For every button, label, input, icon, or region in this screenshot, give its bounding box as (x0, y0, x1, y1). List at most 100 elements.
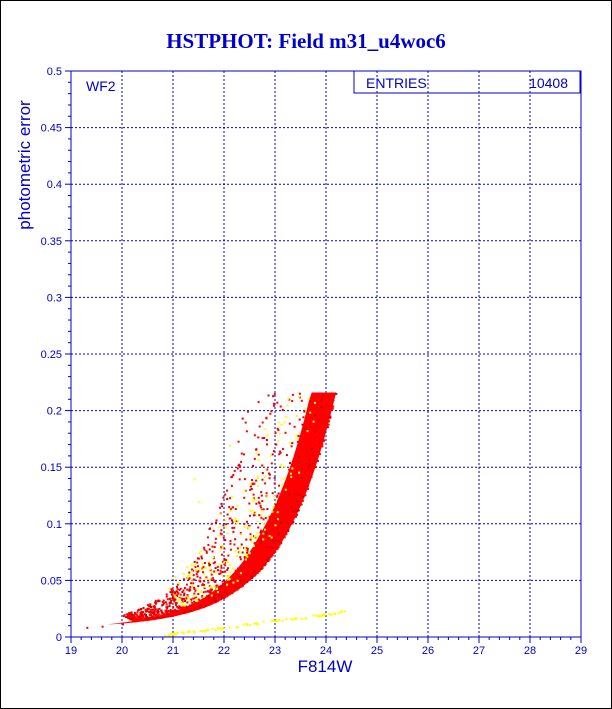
data-point (227, 567, 229, 570)
data-point (194, 601, 197, 604)
data-point (172, 632, 175, 635)
data-point (142, 619, 145, 622)
data-point (141, 613, 143, 616)
data-point (213, 601, 216, 604)
data-point (323, 417, 326, 420)
data-point (216, 592, 219, 595)
data-point (156, 612, 159, 615)
data-point (219, 595, 222, 598)
data-point (226, 513, 229, 516)
data-point (315, 454, 318, 457)
data-point (240, 460, 243, 463)
data-points (86, 392, 347, 638)
data-point (213, 593, 216, 596)
data-point (226, 583, 228, 586)
data-point (241, 551, 244, 554)
data-point (244, 421, 247, 424)
data-point (226, 569, 229, 571)
data-point (224, 539, 227, 542)
data-point (288, 513, 291, 516)
data-point (157, 610, 160, 613)
data-point (260, 513, 263, 516)
data-point (268, 553, 271, 556)
data-point (234, 569, 237, 572)
data-point (298, 395, 301, 398)
data-point (139, 619, 142, 622)
data-point (277, 530, 280, 533)
data-point (170, 610, 173, 613)
data-point (203, 584, 206, 586)
data-point (325, 424, 328, 427)
data-point (270, 536, 273, 539)
data-point (212, 596, 215, 599)
data-point (289, 462, 291, 465)
data-point (131, 613, 134, 616)
data-point (250, 553, 253, 556)
data-point (260, 516, 263, 519)
data-point (298, 502, 301, 504)
data-point (205, 566, 207, 569)
data-point (249, 536, 252, 538)
y-tick-label: 0.5 (47, 66, 62, 78)
data-point (139, 612, 142, 614)
data-point (254, 552, 257, 555)
data-point (231, 519, 233, 522)
data-point (141, 616, 144, 619)
data-point (168, 605, 171, 608)
data-point (192, 574, 195, 577)
data-point (297, 504, 300, 507)
data-point (163, 614, 166, 617)
data-point (243, 526, 246, 528)
data-point (189, 605, 192, 608)
data-point (284, 431, 287, 434)
data-point (220, 564, 223, 567)
data-point (179, 593, 182, 596)
data-point (229, 580, 232, 583)
data-point (283, 505, 286, 508)
data-point (276, 519, 278, 522)
data-point (190, 608, 193, 611)
data-point (207, 595, 210, 598)
data-point (306, 430, 309, 433)
data-point (202, 568, 205, 571)
chart-title: HSTPHOT: Field m31_u4woc6 (166, 29, 446, 53)
data-point (224, 564, 227, 567)
data-point (169, 591, 172, 594)
data-point (318, 435, 321, 438)
data-point (260, 563, 263, 566)
data-point (249, 485, 252, 488)
data-point (248, 524, 251, 527)
data-point (302, 416, 305, 419)
data-point (171, 597, 174, 600)
data-point (301, 499, 304, 502)
x-tick-label: 28 (524, 645, 536, 657)
data-point (172, 598, 175, 601)
data-point (307, 487, 310, 490)
data-point (195, 604, 198, 607)
data-point (274, 432, 277, 435)
data-point (203, 548, 206, 551)
data-point (196, 557, 199, 560)
data-point (255, 570, 258, 573)
data-point (293, 425, 296, 428)
data-point (181, 591, 184, 593)
data-point (257, 485, 259, 488)
data-point (208, 578, 211, 581)
data-point (257, 436, 260, 439)
data-point (262, 532, 265, 535)
data-point (294, 497, 297, 500)
data-point (146, 604, 149, 607)
data-point (195, 573, 198, 576)
data-point (239, 556, 242, 559)
data-point (322, 424, 325, 427)
data-point (275, 540, 278, 543)
data-point (188, 577, 191, 580)
data-point (323, 614, 326, 617)
data-point (182, 589, 185, 592)
data-point (157, 608, 160, 611)
data-point (341, 610, 344, 613)
data-point (197, 593, 200, 596)
data-point (300, 477, 303, 480)
data-point (239, 558, 242, 561)
data-point (334, 613, 336, 615)
